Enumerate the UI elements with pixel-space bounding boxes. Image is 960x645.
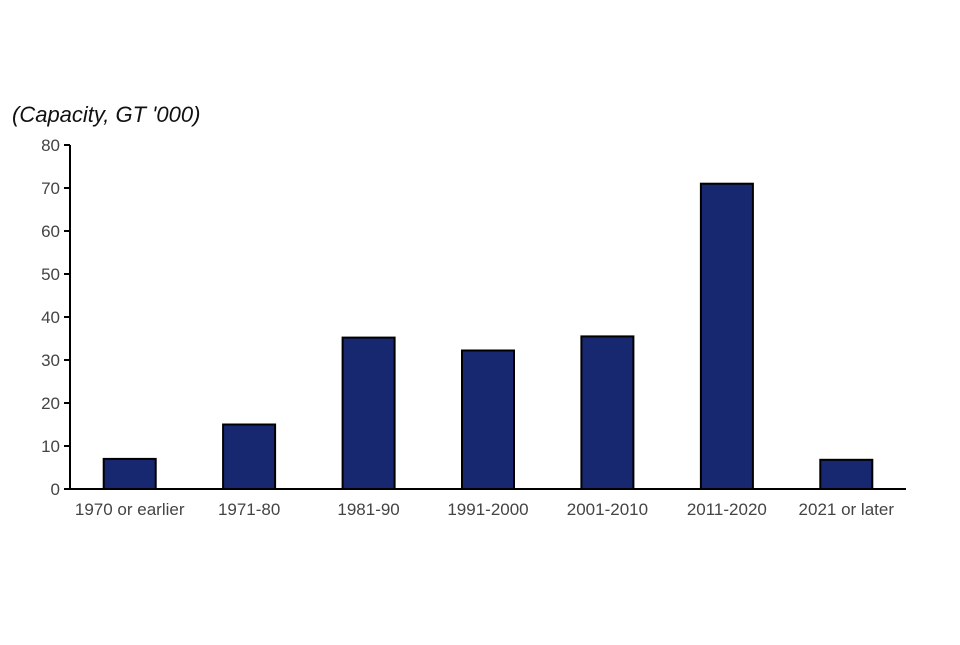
y-tick-label-1: 10 xyxy=(41,437,60,456)
y-tick-label-5: 50 xyxy=(41,265,60,284)
x-tick-label-5: 2011-2020 xyxy=(687,500,767,519)
x-tick-label-4: 2001-2010 xyxy=(567,500,648,519)
bar-4 xyxy=(580,335,635,490)
bar-1 xyxy=(222,423,277,490)
x-tick-label-3: 1991-2000 xyxy=(447,500,528,519)
y-tick-label-6: 60 xyxy=(41,222,60,241)
y-tick-label-4: 40 xyxy=(41,308,60,327)
bar-5 xyxy=(699,182,754,490)
y-axis-label: (Capacity, GT '000) xyxy=(12,102,200,127)
x-tick-label-6: 2021 or later xyxy=(799,500,895,519)
axes-group: 0 10 20 30 40 50 60 70 80 1970 or earlier 1971-80 1… xyxy=(41,136,906,519)
bar-6 xyxy=(819,458,874,490)
bar-0 xyxy=(102,457,157,490)
x-tick-label-1: 1971-80 xyxy=(218,500,280,519)
x-tick-label-0: 1970 or earlier xyxy=(75,500,185,519)
bar-2 xyxy=(341,336,396,490)
bars-group xyxy=(102,182,874,490)
y-tick-label-3: 30 xyxy=(41,351,60,370)
bar-3 xyxy=(461,349,515,490)
y-tick-label-0: 0 xyxy=(51,480,60,499)
y-tick-label-2: 20 xyxy=(41,394,60,413)
y-tick-label-8: 80 xyxy=(41,136,60,155)
y-tick-label-7: 70 xyxy=(41,179,60,198)
x-tick-label-2: 1981-90 xyxy=(337,500,399,519)
